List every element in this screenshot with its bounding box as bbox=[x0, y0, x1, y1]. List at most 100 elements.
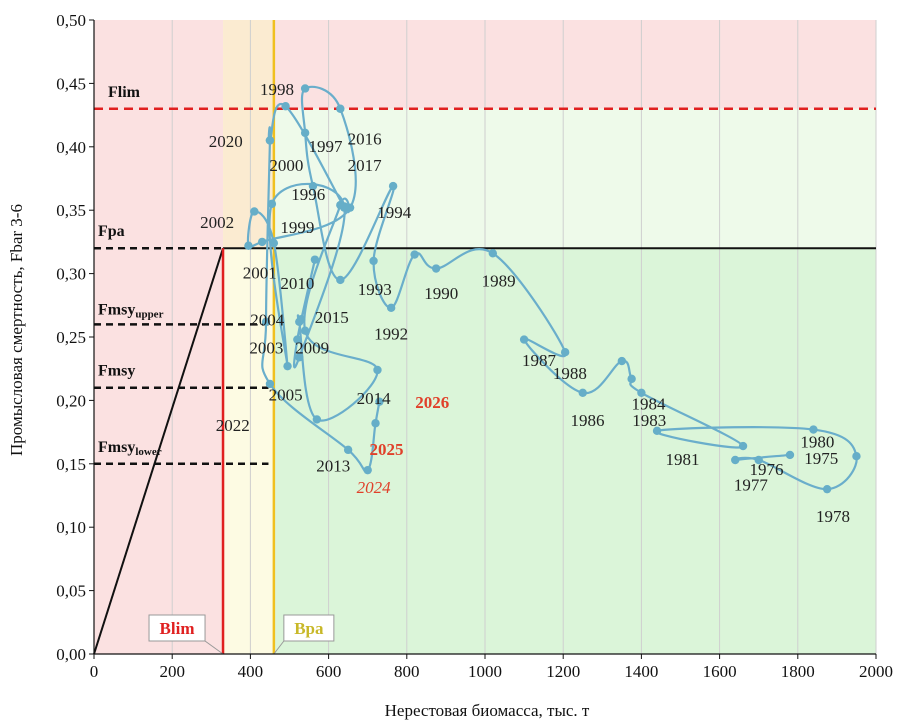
x-tick-label: 1000 bbox=[468, 662, 502, 681]
fmsy-label: Fmsy bbox=[98, 363, 135, 380]
x-tick-label: 400 bbox=[238, 662, 264, 681]
year-label-1986: 1986 bbox=[570, 411, 604, 430]
year-label-2017: 2017 bbox=[348, 156, 383, 175]
point-1988 bbox=[561, 348, 569, 356]
year-label-1988: 1988 bbox=[553, 364, 587, 383]
y-tick-label: 0,40 bbox=[56, 138, 86, 157]
y-tick-label: 0,10 bbox=[56, 518, 86, 537]
year-label-1990: 1990 bbox=[424, 284, 458, 303]
fpa-label: Fpa bbox=[98, 223, 125, 240]
point-2010 bbox=[311, 255, 319, 263]
point-1998 bbox=[301, 84, 309, 92]
y-tick-label: 0,25 bbox=[56, 328, 86, 347]
year-label-1984: 1984 bbox=[631, 394, 666, 413]
year-label-1999: 1999 bbox=[280, 218, 314, 237]
point-1991 bbox=[410, 250, 418, 258]
point-1987 bbox=[520, 335, 528, 343]
point-2014 bbox=[373, 366, 381, 374]
point-1993 bbox=[369, 257, 377, 265]
year-label-2005: 2005 bbox=[269, 385, 303, 404]
year-label-1997: 1997 bbox=[308, 137, 343, 156]
y-tick-label: 0,45 bbox=[56, 74, 86, 93]
forecast-label-2024: 2024 bbox=[357, 478, 392, 497]
point-2005 bbox=[283, 362, 291, 370]
point-1995 bbox=[336, 276, 344, 284]
point-2017 bbox=[340, 203, 348, 211]
forecast-label-2025: 2025 bbox=[369, 440, 403, 459]
x-tick-label: 1200 bbox=[546, 662, 580, 681]
y-tick-label: 0,05 bbox=[56, 582, 86, 601]
year-label-1987: 1987 bbox=[522, 351, 557, 370]
year-label-2014: 2014 bbox=[357, 389, 392, 408]
year-label-2013: 2013 bbox=[316, 456, 350, 475]
point-2018 bbox=[281, 102, 289, 110]
year-label-1978: 1978 bbox=[816, 507, 850, 526]
year-label-1980: 1980 bbox=[800, 432, 834, 451]
point-1984 bbox=[627, 375, 635, 383]
blim-label: Blim bbox=[160, 619, 195, 638]
year-label-2016: 2016 bbox=[348, 129, 382, 148]
year-label-2020: 2020 bbox=[209, 132, 243, 151]
point-1997 bbox=[301, 129, 309, 137]
year-label-1998: 1998 bbox=[260, 80, 294, 99]
x-tick-label: 2000 bbox=[859, 662, 893, 681]
y-tick-label: 0,15 bbox=[56, 455, 86, 474]
year-label-2010: 2010 bbox=[280, 274, 314, 293]
year-label-2002: 2002 bbox=[200, 213, 234, 232]
point-2023 bbox=[344, 446, 352, 454]
year-label-1992: 1992 bbox=[374, 325, 408, 344]
point-2006 bbox=[268, 200, 276, 208]
point-1976 bbox=[731, 456, 739, 464]
point-1982 bbox=[739, 442, 747, 450]
point-2001 bbox=[258, 238, 266, 246]
year-label-2009: 2009 bbox=[295, 338, 329, 357]
x-tick-label: 1800 bbox=[781, 662, 815, 681]
point-2024 bbox=[364, 466, 372, 474]
year-label-1993: 1993 bbox=[358, 280, 392, 299]
point-1986 bbox=[579, 389, 587, 397]
x-tick-label: 600 bbox=[316, 662, 342, 681]
x-tick-label: 200 bbox=[159, 662, 185, 681]
year-label-1983: 1983 bbox=[632, 411, 666, 430]
year-label-1989: 1989 bbox=[482, 271, 516, 290]
year-label-1975: 1975 bbox=[804, 449, 838, 468]
point-2002 bbox=[244, 242, 252, 250]
zone-healthy bbox=[274, 248, 876, 654]
point-1990 bbox=[432, 264, 440, 272]
point-1992 bbox=[387, 304, 395, 312]
year-label-1994: 1994 bbox=[377, 203, 412, 222]
y-tick-label: 0,35 bbox=[56, 201, 86, 220]
point-1978 bbox=[823, 485, 831, 493]
point-2015 bbox=[301, 326, 309, 334]
year-label-1981: 1981 bbox=[665, 450, 699, 469]
year-label-2001: 2001 bbox=[243, 264, 277, 283]
flim-label: Flim bbox=[108, 84, 141, 101]
x-tick-label: 1600 bbox=[703, 662, 737, 681]
year-label-2003: 2003 bbox=[249, 338, 283, 357]
x-tick-label: 0 bbox=[90, 662, 99, 681]
point-1999 bbox=[336, 105, 344, 113]
year-label-2004: 2004 bbox=[250, 311, 285, 330]
bpa-label: Bpa bbox=[294, 619, 324, 638]
point-2003 bbox=[250, 207, 258, 215]
point-1975 bbox=[786, 451, 794, 459]
point-2020 bbox=[266, 136, 274, 144]
year-label-1996: 1996 bbox=[291, 185, 325, 204]
y-tick-label: 0,20 bbox=[56, 391, 86, 410]
point-1985 bbox=[618, 357, 626, 365]
year-label-2022: 2022 bbox=[216, 416, 250, 435]
point-1994 bbox=[389, 182, 397, 190]
point-2013 bbox=[313, 415, 321, 423]
point-2004 bbox=[270, 239, 278, 247]
y-tick-label: 0,00 bbox=[56, 645, 86, 664]
point-2025 bbox=[371, 419, 379, 427]
year-label-1977: 1977 bbox=[734, 475, 769, 494]
forecast-label-2026: 2026 bbox=[415, 393, 449, 412]
year-label-2000: 2000 bbox=[269, 156, 303, 175]
point-2012 bbox=[295, 318, 303, 326]
zone-below-blim bbox=[94, 20, 223, 654]
y-tick-label: 0,50 bbox=[56, 11, 86, 30]
x-tick-label: 1400 bbox=[624, 662, 658, 681]
point-1989 bbox=[489, 249, 497, 257]
